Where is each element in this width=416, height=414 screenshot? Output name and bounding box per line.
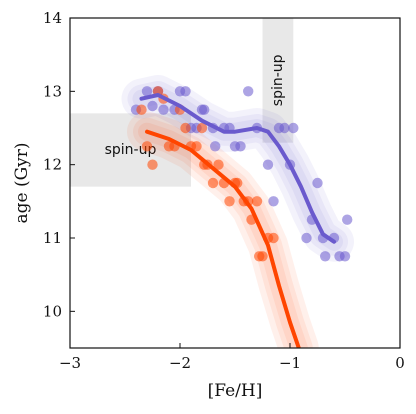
series-2-point-2 bbox=[141, 141, 153, 152]
series-2-point-28 bbox=[268, 232, 279, 244]
series-1-point-18 bbox=[235, 141, 246, 152]
x-tick-label-3: −1 bbox=[279, 354, 301, 372]
y-tick-label-4: 13 bbox=[43, 82, 62, 100]
series-1-point-14 bbox=[210, 141, 221, 152]
axes: −3 −2 −1 0 10 11 12 13 14 bbox=[43, 9, 405, 372]
series-2-point-12 bbox=[196, 122, 208, 134]
y-tick-label-1: 10 bbox=[43, 302, 62, 320]
series-2-point-24 bbox=[251, 196, 263, 207]
series-2-point-16 bbox=[213, 159, 224, 170]
y-axis-label: age (Gyr) bbox=[12, 142, 32, 223]
series-2-point-18 bbox=[224, 196, 235, 207]
x-tick-label-2: −2 bbox=[169, 354, 191, 372]
series-2-point-1 bbox=[136, 104, 147, 115]
series-1-point-21 bbox=[262, 159, 274, 170]
series-1-point-8 bbox=[180, 86, 191, 97]
series-1-point-22 bbox=[268, 196, 279, 207]
series-1-point-5 bbox=[158, 104, 169, 115]
series-1-point-34 bbox=[339, 251, 351, 262]
y-tick-label-2: 11 bbox=[43, 229, 62, 247]
series-2-point-26 bbox=[257, 251, 268, 262]
series-1-point-29 bbox=[312, 177, 323, 189]
series-2-point-3 bbox=[147, 159, 158, 170]
series-1-point-24 bbox=[279, 122, 290, 134]
x-axis-label: [Fe/H] bbox=[208, 381, 263, 401]
series-2-point-15 bbox=[207, 177, 219, 189]
series-1-point-2 bbox=[141, 86, 153, 97]
series-2-point-11 bbox=[191, 141, 202, 152]
series-1-point-35 bbox=[342, 214, 353, 225]
trend-lines bbox=[139, 93, 336, 348]
series-1-point-26 bbox=[288, 122, 299, 134]
series-2-point-9 bbox=[180, 122, 191, 134]
series-1-point-27 bbox=[301, 232, 312, 244]
x-tick-label-1: −3 bbox=[59, 354, 81, 372]
series-1-point-12 bbox=[199, 104, 210, 115]
series-1-trend-line bbox=[139, 93, 336, 244]
spin-up-band-2 bbox=[262, 18, 294, 143]
y-tick-label-5: 14 bbox=[43, 9, 62, 27]
spin-up-label-2: spin-up bbox=[270, 54, 286, 106]
series-2-trend-line bbox=[145, 129, 301, 348]
data-points bbox=[130, 86, 353, 262]
series-1-point-31 bbox=[320, 251, 331, 262]
series-1-point-19 bbox=[243, 86, 254, 97]
series-1-point-3 bbox=[147, 100, 158, 112]
y-tick-label-3: 12 bbox=[43, 156, 62, 174]
plot-frame bbox=[69, 17, 401, 349]
x-tick-label-4: 0 bbox=[395, 354, 405, 372]
